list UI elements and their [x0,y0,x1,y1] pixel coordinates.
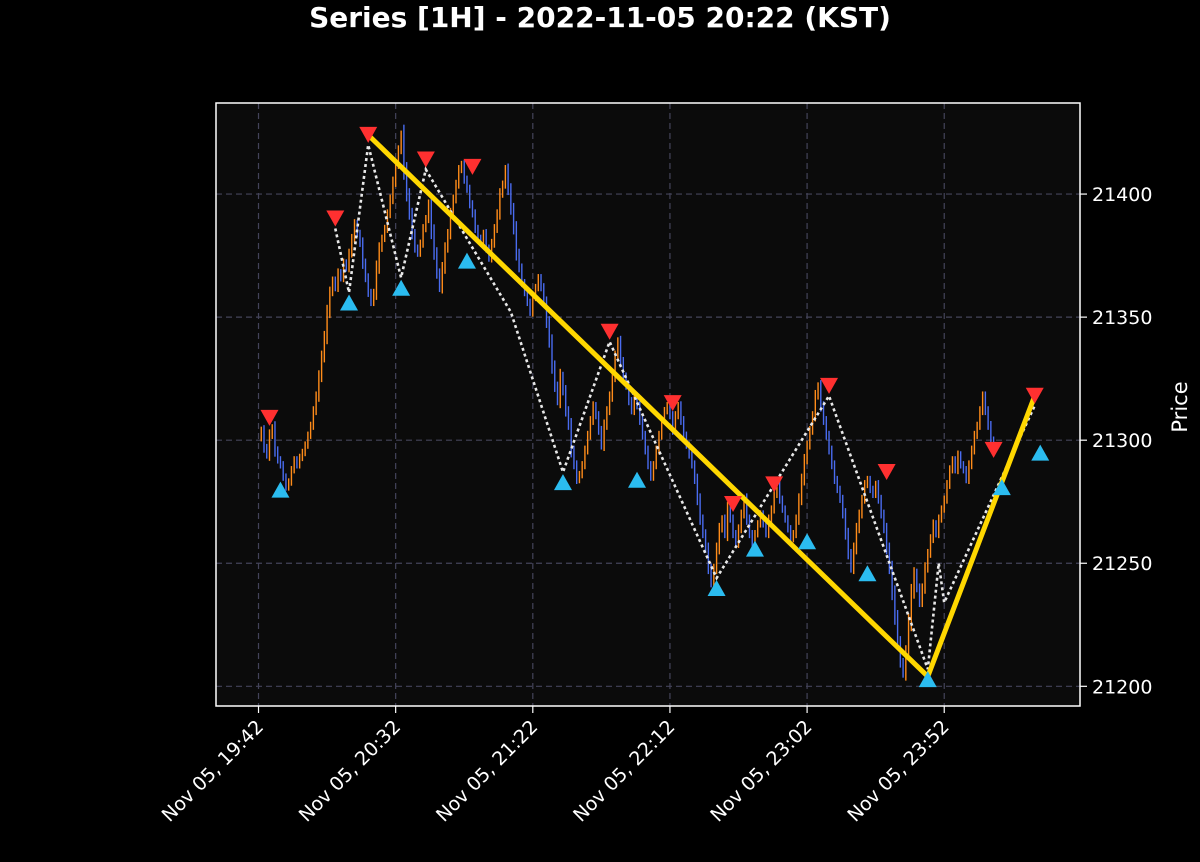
trough-marker [707,580,726,597]
trough-marker [798,533,817,550]
trough-marker [271,481,290,498]
zigzag [334,144,1036,670]
peak-marker [359,126,378,143]
y-axis-label: Price [1168,381,1192,432]
trough-marker [340,294,359,311]
plot-frame [215,102,1081,707]
y-tick-label: 21200 [1092,676,1152,698]
peak-marker [984,441,1003,458]
y-tick-label: 21250 [1092,553,1152,575]
peak-marker [820,377,839,394]
peak-marker [663,395,682,412]
price-bars [260,124,995,681]
trend-lines [365,132,1038,679]
peak-marker [260,409,279,426]
trough-marker [745,540,764,557]
y-tick-label: 21350 [1092,307,1152,329]
y-tick-label: 21400 [1092,184,1152,206]
peak-marker [326,210,345,227]
y-axis: 21200 21250 21300 21350 21400 [1080,184,1152,698]
chart-title: Series [1H] - 2022-11-05 20:22 (KST) [309,1,891,34]
peak-marker [463,158,482,175]
y-tick-label: 21300 [1092,430,1152,452]
peak-marker [416,151,435,168]
peak-marker [765,476,784,493]
peak-marker [724,496,743,513]
trough-marker [1031,444,1050,461]
trough-marker [918,671,937,688]
trend-line [365,132,931,679]
trough-marker [992,479,1011,496]
pivot-markers [260,126,1050,688]
peak-marker [1025,387,1044,404]
trough-marker [628,471,647,488]
zigzag-line [334,144,1036,670]
trend-line [925,393,1038,679]
peak-marker [600,323,619,340]
peak-marker [877,464,896,481]
trough-marker [858,565,877,582]
trough-marker [553,474,572,491]
trough-marker [392,279,411,296]
trough-marker [457,252,476,269]
